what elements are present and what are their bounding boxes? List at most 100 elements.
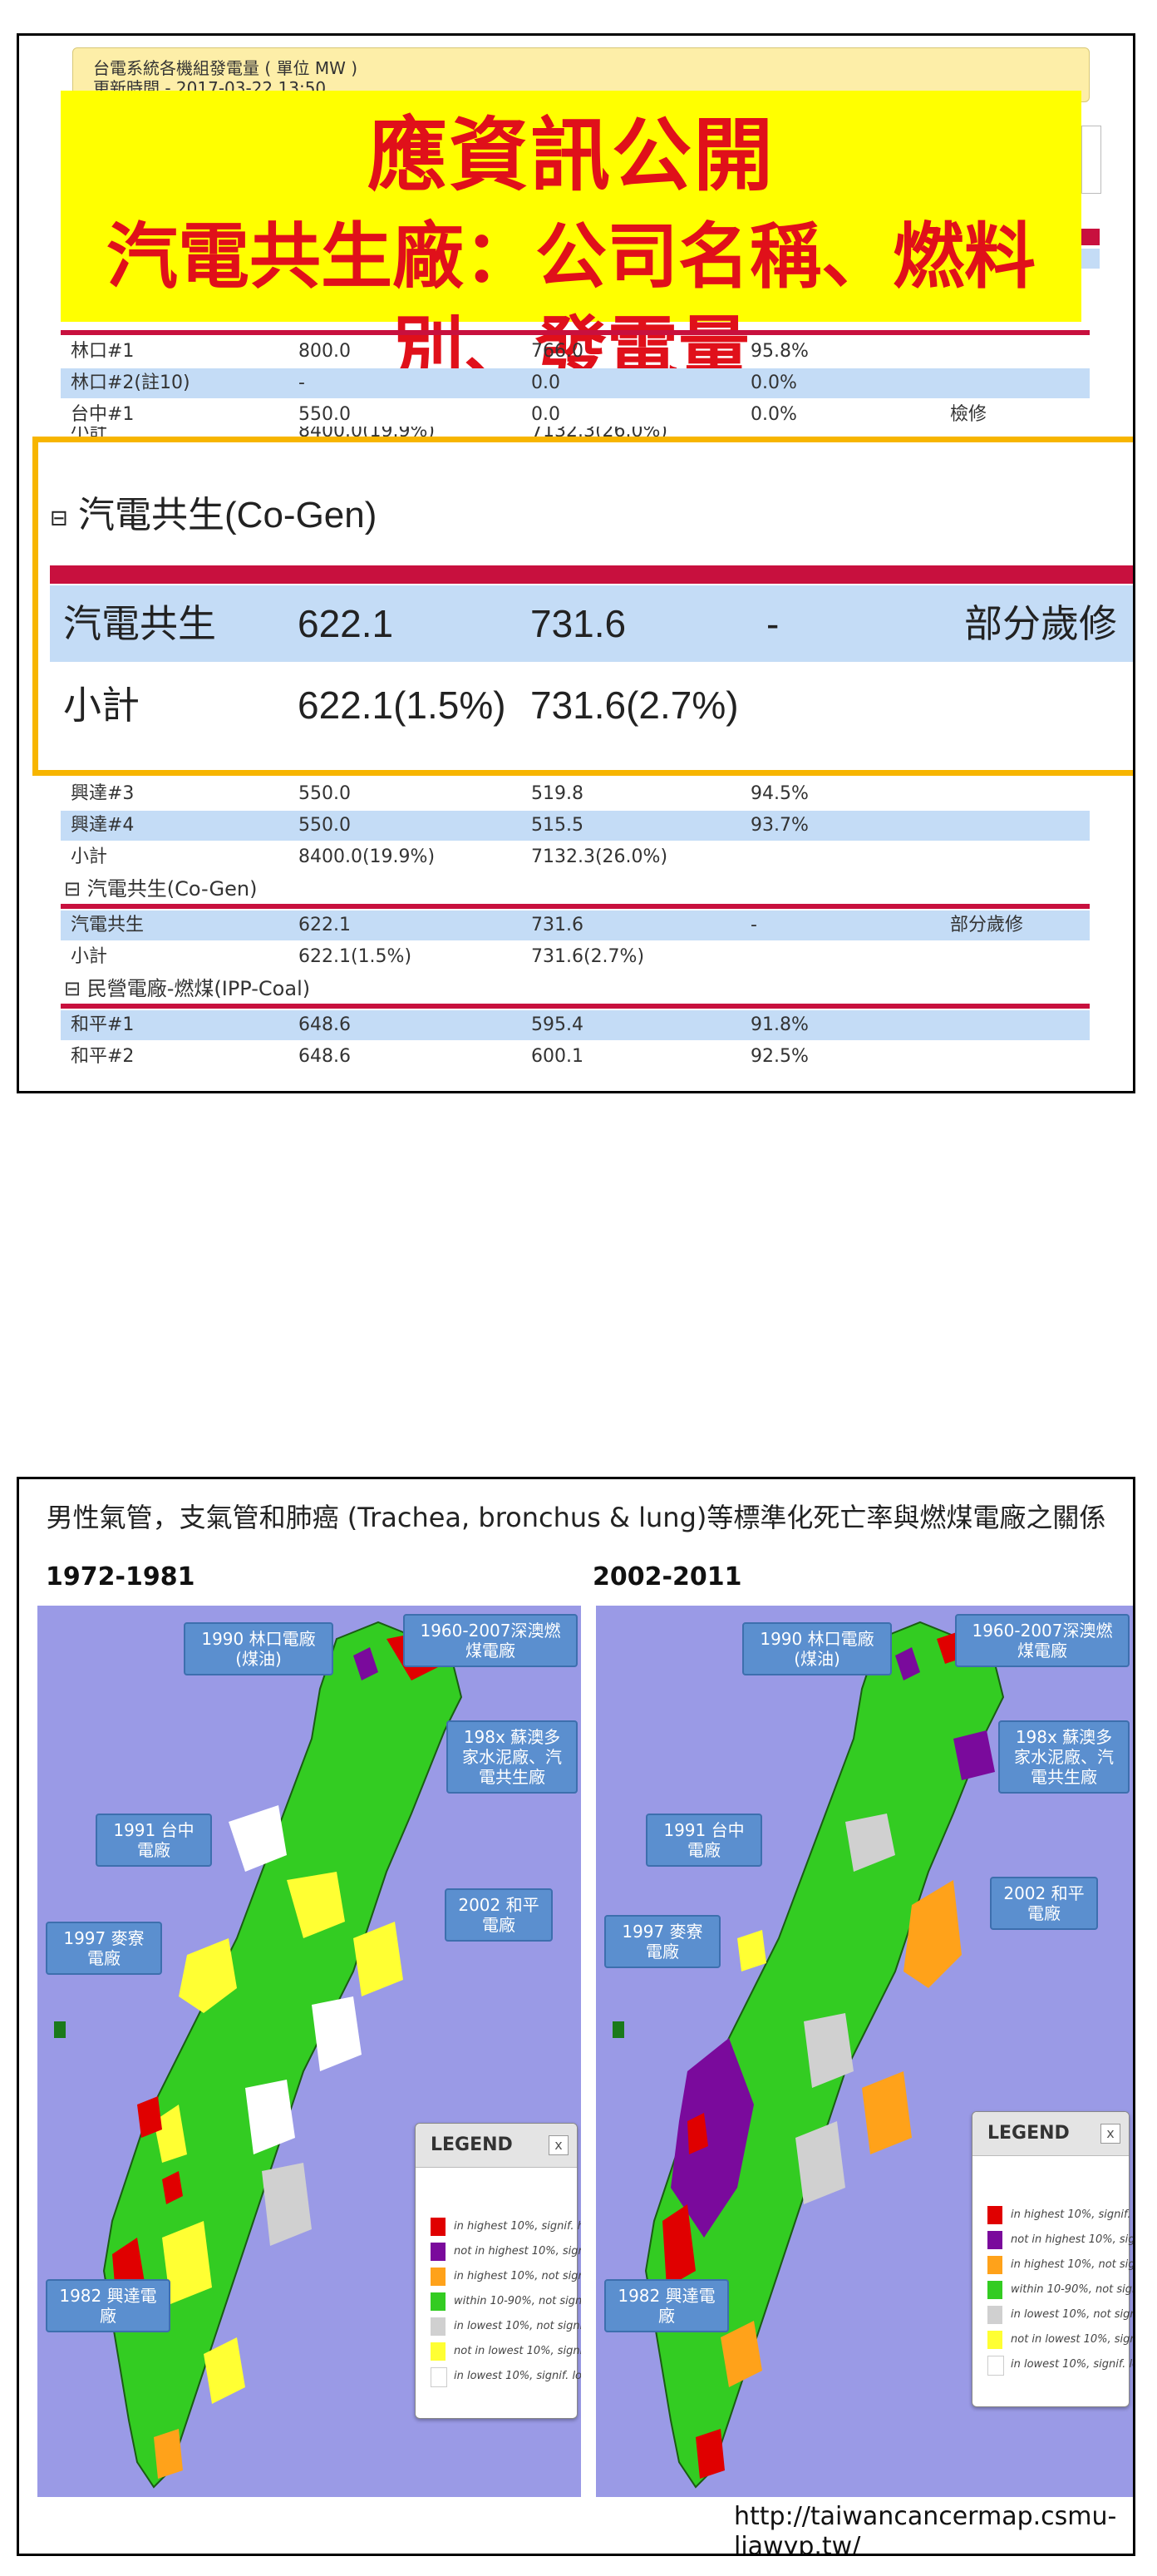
region-red bbox=[696, 2429, 725, 2479]
zoom-row-subtotal: 小計 622.1(1.5%) 731.6(2.7%) bbox=[50, 664, 1133, 747]
legend-label: in lowest 10%, signif. low bbox=[454, 2370, 581, 2382]
table-row: 林口#1 800.0 766.0 95.8% bbox=[61, 337, 1090, 367]
legend-swatch bbox=[987, 2356, 1004, 2376]
table-row: 和平#1 648.6 595.4 91.8% bbox=[61, 1010, 1090, 1040]
callout-taichung: 1991 台中電廠 bbox=[646, 1814, 762, 1867]
callout-linkou: 1990 林口電廠(煤油) bbox=[184, 1622, 333, 1675]
row-output: 0.0 bbox=[531, 373, 560, 393]
power-output-slide: 台電系統各機組發電量 ( 單位 MW ) 更新時間 - 2017-03-22 1… bbox=[17, 33, 1135, 1093]
taiwan-map-right bbox=[613, 1621, 1005, 2489]
row-ratio: 0.0% bbox=[751, 373, 797, 393]
region-grey bbox=[845, 1814, 895, 1872]
section-header-ipp-coal[interactable]: ⊟ 民營電廠-燃煤(IPP-Coal) bbox=[64, 977, 311, 1000]
period-label-left: 1972-1981 bbox=[46, 1562, 195, 1591]
legend-label: within 10-90%, not signif. high bbox=[454, 2295, 581, 2307]
region-yellow bbox=[179, 1938, 237, 2013]
taiwan-landmass-left bbox=[102, 1621, 463, 2489]
legend-label: in highest 10%, not signif. high bbox=[1011, 2258, 1133, 2271]
legend-swatch bbox=[431, 2367, 447, 2387]
region-white bbox=[312, 1996, 362, 2071]
table-row: 和平#2 648.6 600.1 92.5% bbox=[61, 1042, 1090, 1072]
row-name: 和平#1 bbox=[71, 1014, 135, 1035]
region-purple bbox=[953, 1730, 995, 1780]
legend-label: in lowest 10%, not signif. low bbox=[1011, 2308, 1133, 2321]
row-ratio: 93.7% bbox=[751, 815, 809, 836]
row-output: 766.0 bbox=[531, 341, 583, 362]
row-capacity: - bbox=[298, 373, 305, 393]
region-red bbox=[137, 2096, 162, 2138]
legend-label: within 10-90%, not signif. high bbox=[1011, 2283, 1133, 2296]
row-capacity: 648.6 bbox=[298, 1046, 351, 1067]
table-header-bar bbox=[61, 1004, 1090, 1009]
panel-control-edge bbox=[1081, 126, 1101, 194]
row-output: 600.1 bbox=[531, 1046, 583, 1067]
legend-swatch bbox=[987, 2256, 1002, 2274]
row-output: 731.6(2.7%) bbox=[531, 946, 645, 967]
row-ratio: 0.0% bbox=[751, 404, 797, 425]
legend-label: not in lowest 10%, signif. low bbox=[1011, 2333, 1133, 2346]
row-capacity: 550.0 bbox=[298, 783, 351, 804]
legend-swatch bbox=[987, 2281, 1002, 2299]
row-name: 小計 bbox=[71, 946, 108, 967]
zoom-row-note: 部分歲修 bbox=[964, 602, 1117, 645]
row-name: 汽電共生 bbox=[71, 915, 145, 935]
section-header-cogen[interactable]: ⊟ 汽電共生(Co-Gen) bbox=[64, 877, 258, 901]
panel-title: 台電系統各機組發電量 ( 單位 MW ) bbox=[93, 58, 358, 78]
legend-title: LEGEND bbox=[972, 2112, 1129, 2156]
row-name: 台中#1 bbox=[71, 404, 135, 425]
legend-label: not in highest 10%, signif. high bbox=[1011, 2233, 1133, 2246]
legend-close-icon[interactable]: x bbox=[549, 2135, 569, 2155]
row-ratio: 95.8% bbox=[751, 341, 809, 362]
banner-heading: 應資訊公開 bbox=[367, 109, 775, 202]
table-row: 林口#2(註10) - 0.0 0.0% bbox=[61, 368, 1090, 398]
row-capacity: 622.1(1.5%) bbox=[298, 946, 412, 967]
cogen-zoom-highlight: ⊟ 汽電共生(Co-Gen) 汽電共生 622.1 731.6 - 部分歲修 小… bbox=[32, 437, 1133, 776]
row-output: 515.5 bbox=[531, 815, 583, 836]
zoom-row-name: 小計 bbox=[63, 683, 140, 727]
row-capacity: 550.0 bbox=[298, 404, 351, 425]
row-name: 興達#3 bbox=[71, 783, 135, 804]
map-2002-2011: 1990 林口電廠(煤油) 1960-2007深澳燃煤電廠 198x 蘇澳多家水… bbox=[596, 1606, 1133, 2497]
collapse-toggle-icon[interactable]: ⊟ bbox=[50, 505, 68, 530]
row-note: 部分歲修 bbox=[950, 915, 1024, 935]
row-name: 和平#2 bbox=[71, 1046, 135, 1067]
zoom-row-capacity: 622.1 bbox=[298, 602, 394, 645]
region-purple bbox=[353, 1647, 378, 1680]
callout-shenao: 1960-2007深澳燃煤電廠 bbox=[403, 1614, 578, 1667]
region-red bbox=[687, 2113, 708, 2154]
region-yellow bbox=[287, 1872, 345, 1938]
zoom-table-header-bar bbox=[50, 565, 1133, 584]
table-row: 小計 622.1(1.5%) 731.6(2.7%) bbox=[61, 942, 1090, 972]
region-yellow bbox=[353, 1922, 403, 1996]
legend-close-icon[interactable]: x bbox=[1100, 2124, 1120, 2144]
row-ratio: 92.5% bbox=[751, 1046, 809, 1067]
legend-swatch bbox=[431, 2292, 446, 2311]
region-white bbox=[245, 2080, 295, 2154]
banner-subheading: 汽電共生廠：公司名稱、燃料別、發電量 bbox=[106, 215, 1036, 392]
region-grey bbox=[795, 2121, 845, 2204]
legend-swatch bbox=[431, 2317, 446, 2336]
row-capacity: 550.0 bbox=[298, 815, 351, 836]
row-note: 檢修 bbox=[950, 404, 987, 425]
legend-label: in highest 10%, not signif. high bbox=[454, 2270, 581, 2282]
row-name: 林口#2(註10) bbox=[71, 373, 190, 393]
callout-heping: 2002 和平電廠 bbox=[445, 1888, 553, 1942]
legend-swatch bbox=[431, 2268, 446, 2286]
callout-hsinta: 1982 興達電廠 bbox=[46, 2279, 170, 2332]
row-capacity: 648.6 bbox=[298, 1014, 351, 1035]
table-header-bar bbox=[61, 330, 1090, 335]
zoom-row-cogen: 汽電共生 622.1 731.6 - 部分歲修 bbox=[50, 585, 1133, 662]
callout-mailiao: 1997 麥寮電廠 bbox=[46, 1922, 162, 1975]
legend-swatch bbox=[987, 2331, 1002, 2349]
row-output: 0.0 bbox=[531, 404, 560, 425]
map-1972-1981: 1990 林口電廠(煤油) 1960-2007深澳燃煤電廠 198x 蘇澳多家水… bbox=[37, 1606, 581, 2497]
row-capacity: 800.0 bbox=[298, 341, 351, 362]
table-row-edge bbox=[1081, 249, 1100, 269]
row-ratio: 91.8% bbox=[751, 1014, 809, 1035]
legend-title: LEGEND bbox=[416, 2124, 577, 2168]
period-label-right: 2002-2011 bbox=[593, 1562, 742, 1591]
region-purple bbox=[671, 2038, 754, 2238]
region-yellow bbox=[204, 2337, 245, 2404]
source-url[interactable]: http://taiwancancermap.csmu-liawyp.tw/ bbox=[734, 2502, 1117, 2556]
region-yellow bbox=[154, 2105, 187, 2163]
